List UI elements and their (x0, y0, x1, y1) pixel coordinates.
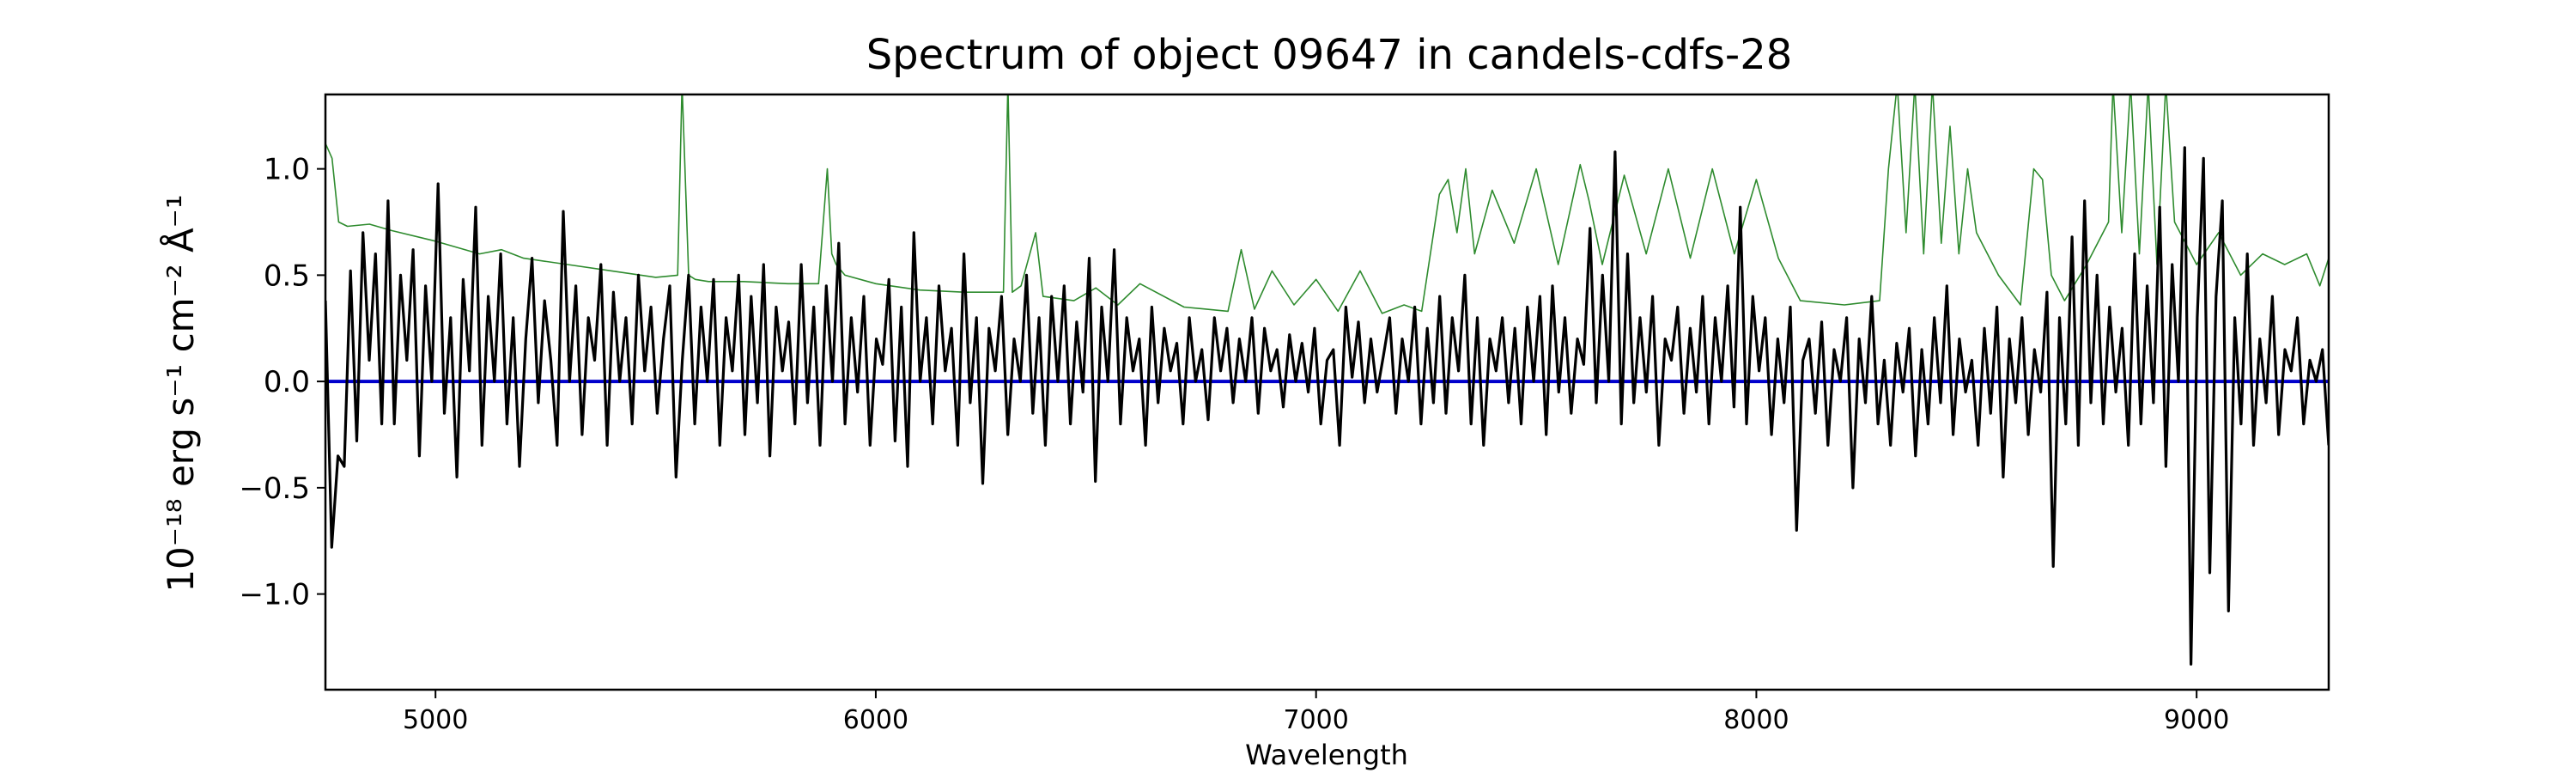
y-axis-label: 10⁻¹⁸ erg s⁻¹ cm⁻² Å⁻¹ (159, 194, 202, 592)
series-line-error (325, 94, 2329, 314)
series-line-flux (325, 146, 2329, 666)
y-tick-label: 1.0 (264, 153, 310, 187)
plot-area (325, 94, 2329, 666)
x-axis: 5000 6000 7000 8000 9000 (403, 690, 2229, 735)
y-tick-label: −1.0 (239, 578, 310, 612)
y-tick-label: −0.5 (239, 472, 310, 506)
chart-title: Spectrum of object 09647 in candels-cdfs… (866, 31, 1793, 79)
x-tick-label: 5000 (403, 705, 468, 735)
x-axis-label: Wavelength (1245, 739, 1408, 771)
y-axis: −1.0 −0.5 0.0 0.5 1.0 (239, 153, 325, 612)
x-tick-label: 8000 (1723, 705, 1789, 735)
y-tick-label: 0.5 (264, 259, 310, 293)
y-tick-label: 0.0 (264, 365, 310, 399)
x-tick-label: 7000 (1284, 705, 1349, 735)
plot-frame (324, 93, 2330, 691)
x-tick-label: 6000 (843, 705, 908, 735)
x-tick-label: 9000 (2164, 705, 2229, 735)
